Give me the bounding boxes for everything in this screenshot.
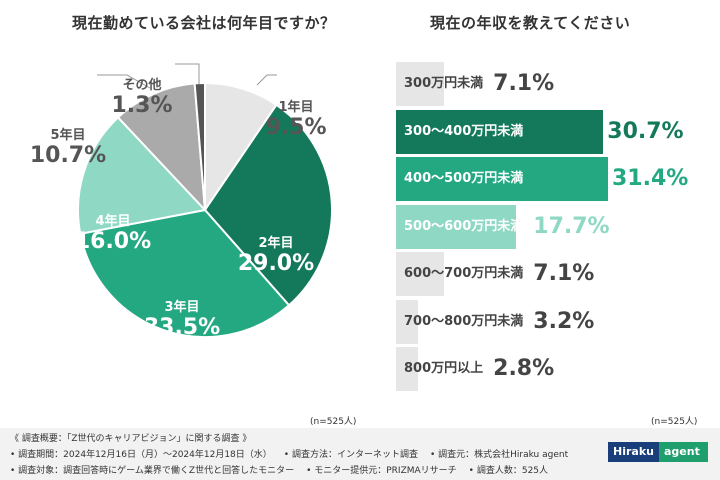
pie-slice-1 <box>204 81 278 214</box>
bar-chart-title: 現在の年収を教えてください <box>430 14 631 32</box>
pie-slice-4 <box>77 116 207 235</box>
leader-line-6 <box>175 63 200 84</box>
survey-footer: 《 調査概要：「Z世代のキャリアビジョン」に関する調査 》 • 調査期間：202… <box>0 428 720 480</box>
pie-value-label: 33.5% <box>143 315 221 340</box>
survey-method: • 調査方法：インターネット調査 <box>283 450 418 460</box>
survey-info-line-1: • 調査期間：2024年12月16日（月）〜2024年12月18日（水） • 調査… <box>10 447 568 460</box>
pie-slice-3 <box>79 208 291 338</box>
bar-7 <box>396 347 418 391</box>
logo-agent: agent <box>658 442 708 462</box>
bar-6 <box>396 299 418 344</box>
bar-2 <box>396 109 604 154</box>
bar-row-7: 800万円以上 2.8% <box>396 347 696 391</box>
bar-1 <box>396 62 444 106</box>
pie-label-1: 1年目 9.5% <box>265 96 326 140</box>
survey-target: • 調査対象：調査回答時にゲーム業界で働くZ世代と回答したモニター <box>10 466 295 476</box>
survey-period: • 調査期間：2024年12月16日（月）〜2024年12月18日（水） <box>10 450 272 460</box>
pie-label-6: その他 1.3% <box>111 74 172 118</box>
pie-value-label: 16.0% <box>74 229 152 254</box>
logo-hiraku: Hiraku <box>608 442 659 462</box>
pie-value-label: 1.3% <box>111 93 173 118</box>
bar-category-label: 800万円以上 <box>404 361 484 376</box>
bar-row-5: 600〜700万円未満 7.1% <box>396 252 696 296</box>
pie-label-5: 5年目 10.7% <box>30 124 106 168</box>
bar-row-6: 700〜800万円未満 3.2% <box>396 299 696 344</box>
leader-line-1 <box>256 74 277 86</box>
pie-label-3: 3年目 33.5% <box>144 296 220 340</box>
bar-category-label: 400〜500万円未満 <box>404 171 524 186</box>
pie-category-label: 3年目 <box>164 300 200 315</box>
bar-row-3: 400〜500万円未満 31.4% <box>396 157 696 201</box>
survey-source: • 調査元：株式会社Hiraku agent <box>429 450 569 460</box>
pie-category-label: その他 <box>122 78 162 93</box>
pie-slice-6 <box>193 81 206 211</box>
bar-category-label: 300万円未満 <box>404 76 484 91</box>
bar-row-4: 500〜600万円未満 17.7% <box>396 204 696 249</box>
bar-category-label: 600〜700万円未満 <box>404 266 524 281</box>
survey-info-line-2: • 調査対象：調査回答時にゲーム業界で働くZ世代と回答したモニター • モニター提… <box>10 463 548 476</box>
bar-value-label: 17.7% <box>533 213 610 239</box>
bar-category-label: 500〜600万円未満 <box>404 218 524 234</box>
pie-value-label: 9.5% <box>265 115 327 140</box>
bar-sample-size: (n=525人) <box>651 417 698 427</box>
bar-value-label: 30.7% <box>607 118 684 144</box>
pie-category-label: 4年目 <box>95 214 131 229</box>
bar-category-label: 300〜400万円未満 <box>404 123 524 139</box>
bar-value-label: 3.2% <box>533 308 595 334</box>
pie-category-label: 1年目 <box>278 100 314 115</box>
bar-row-2: 300〜400万円未満 30.7% <box>396 109 696 154</box>
pie-slice-5 <box>116 82 207 213</box>
sample-count: • 調査人数：525人 <box>468 466 549 476</box>
bar-value-label: 7.1% <box>493 71 555 96</box>
pie-category-label: 5年目 <box>50 128 86 143</box>
pie-category-label: 2年目 <box>258 236 294 251</box>
pie-chart-title: 現在勤めている会社は何年目ですか？ <box>72 14 336 32</box>
bar-row-1: 300万円未満 7.1% <box>396 62 696 106</box>
bar-value-label: 7.1% <box>533 261 595 286</box>
bar-5 <box>396 252 444 296</box>
pie-slice-2 <box>203 103 333 307</box>
bar-category-label: 700〜800万円未満 <box>404 313 524 329</box>
hiraku-agent-logo: Hiraku agent <box>608 442 708 462</box>
pie-label-4: 4年目 16.0% <box>75 210 151 254</box>
leader-line-5 <box>97 74 151 89</box>
years-pie-chart <box>77 63 333 338</box>
survey-title: 《 調査概要：「Z世代のキャリアビジョン」に関する調査 》 <box>10 434 252 444</box>
pie-value-label: 29.0% <box>237 251 315 276</box>
bar-value-label: 2.8% <box>493 356 555 381</box>
bar-value-label: 31.4% <box>612 166 689 191</box>
pie-value-label: 10.7% <box>29 143 107 168</box>
pie-sample-size: (n=525人) <box>310 417 357 427</box>
bar-4 <box>396 204 516 249</box>
monitor-provider: • モニター提供元：PRIZMAリサーチ <box>306 466 457 476</box>
pie-label-2: 2年目 29.0% <box>238 232 314 276</box>
bar-3 <box>396 157 608 201</box>
